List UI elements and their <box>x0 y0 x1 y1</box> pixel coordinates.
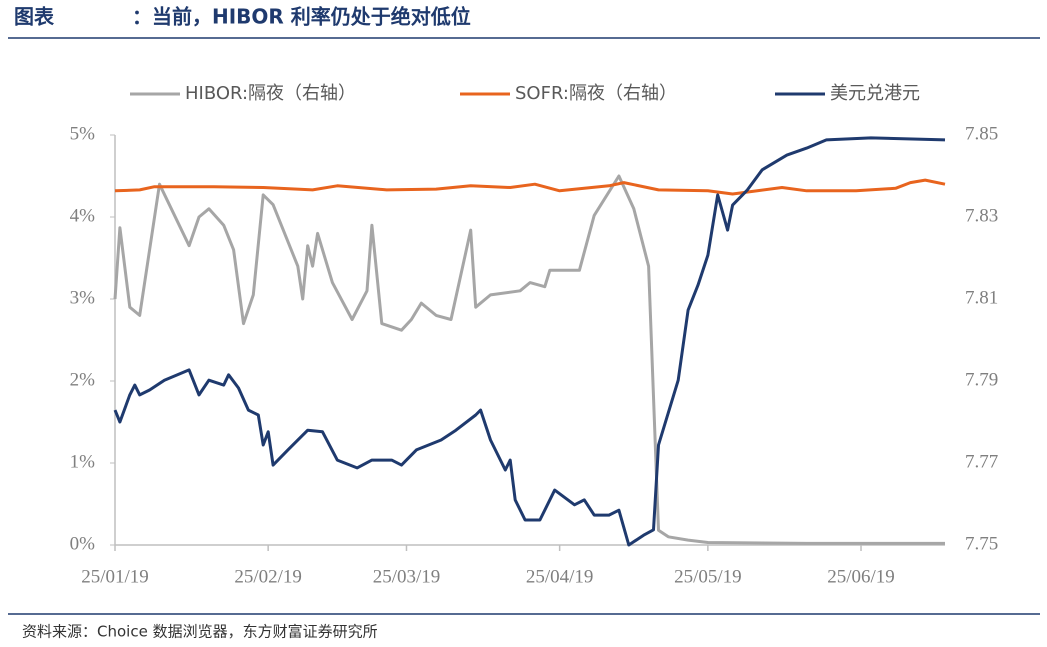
y2-tick-label: 7.77 <box>965 451 998 472</box>
y-tick-label: 0% <box>70 533 96 554</box>
y2-tick-label: 7.79 <box>965 369 998 390</box>
y-tick-label: 5% <box>70 123 96 144</box>
x-tick-label: 25/02/19 <box>234 566 302 587</box>
x-tick-label: 25/01/19 <box>81 566 149 587</box>
x-tick-label: 25/06/19 <box>827 566 895 587</box>
series-line <box>114 178 946 196</box>
x-tick-label: 25/03/19 <box>373 566 441 587</box>
y-tick-label: 2% <box>70 369 96 390</box>
figure-label: 图表 <box>14 5 55 29</box>
y2-tick-label: 7.83 <box>965 205 998 226</box>
y2-tick-label: 7.75 <box>965 533 998 554</box>
series-line <box>113 136 946 547</box>
y-tick-label: 3% <box>70 287 96 308</box>
y-tick-label: 1% <box>70 451 96 472</box>
y2-tick-label: 7.85 <box>965 123 998 144</box>
y-tick-label: 4% <box>70 205 96 226</box>
source: 资料来源：Choice 数据浏览器，东方财富证券研究所 <box>22 623 378 641</box>
legend-label: HIBOR:隔夜（右轴） <box>185 83 356 104</box>
series-line <box>113 174 945 545</box>
legend-label: 美元兑港元 <box>830 83 920 104</box>
legend-label: SOFR:隔夜（右轴） <box>515 83 677 104</box>
x-tick-label: 25/05/19 <box>674 566 742 587</box>
x-tick-label: 25/04/19 <box>526 566 594 587</box>
y2-tick-label: 7.81 <box>965 287 998 308</box>
chart-title: ：当前，HIBOR 利率仍处于绝对低位 <box>132 5 471 29</box>
